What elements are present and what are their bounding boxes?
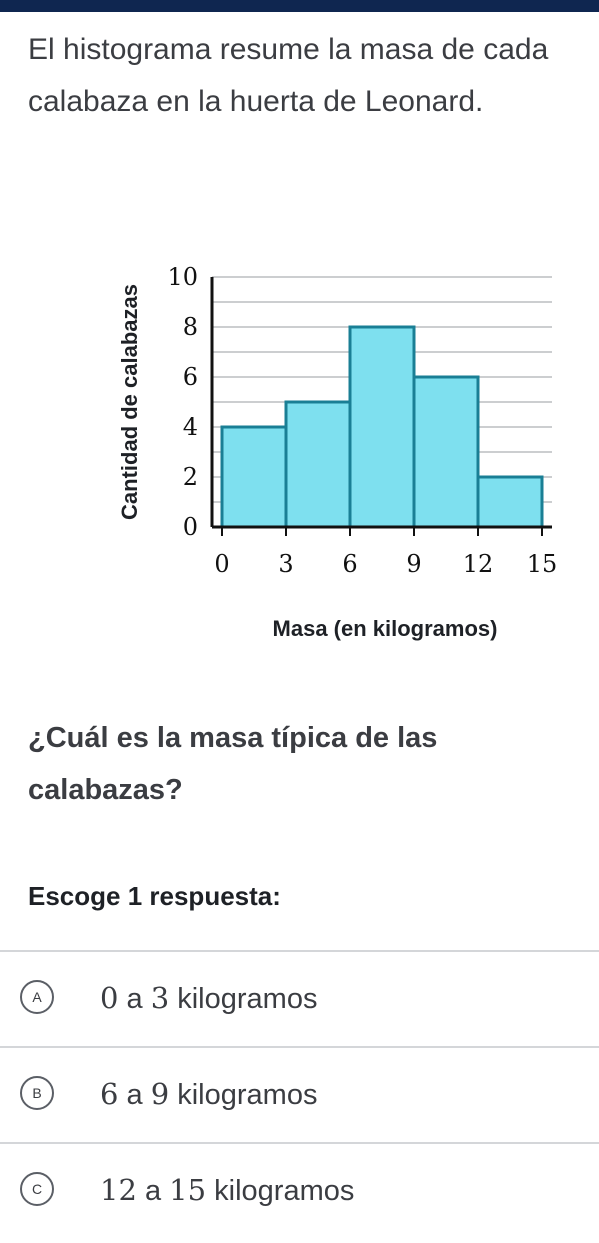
x-tick-label-3: 9 bbox=[406, 550, 421, 578]
choice-c-to: 15 bbox=[169, 1173, 207, 1207]
choice-b-to: 9 bbox=[150, 1077, 170, 1111]
choice-a-text: 0 a 3 kilogramos bbox=[100, 978, 317, 1019]
y-tick-label-5: 10 bbox=[167, 263, 198, 291]
answer-choices: A 0 a 3 kilogramos B 6 a 9 kilogramos C … bbox=[0, 950, 599, 1238]
choice-a-letter: A bbox=[20, 980, 54, 1014]
y-tick-label-1: 2 bbox=[183, 463, 198, 491]
choice-c[interactable]: C 12 a 15 kilogramos bbox=[0, 1142, 599, 1238]
histogram-bar-2 bbox=[348, 325, 416, 529]
top-bar bbox=[0, 0, 599, 12]
choice-c-letter: C bbox=[20, 1172, 54, 1206]
choice-b-sep: a bbox=[126, 1079, 143, 1111]
x-axis-label: Masa (en kilogramos) bbox=[273, 616, 498, 641]
y-tick-label-0: 0 bbox=[183, 513, 198, 541]
histogram-bar-4 bbox=[476, 475, 544, 529]
choice-c-from: 12 bbox=[100, 1173, 137, 1207]
choice-a-from: 0 bbox=[100, 981, 119, 1015]
choice-a[interactable]: A 0 a 3 kilogramos bbox=[0, 950, 599, 1046]
choice-c-unit: kilogramos bbox=[214, 1175, 355, 1207]
y-tick-label-3: 6 bbox=[183, 363, 198, 391]
x-tick-label-4: 12 bbox=[463, 550, 494, 578]
x-tick-label-0: 0 bbox=[214, 550, 229, 578]
choice-b[interactable]: B 6 a 9 kilogramos bbox=[0, 1046, 599, 1142]
choice-c-sep: a bbox=[144, 1175, 162, 1207]
choice-a-unit: kilogramos bbox=[177, 983, 318, 1015]
choice-b-letter: B bbox=[20, 1076, 54, 1110]
question-stem: El histograma resume la masa de cada cal… bbox=[28, 33, 549, 118]
choice-a-to: 3 bbox=[150, 981, 170, 1015]
question-text: ¿Cuál es la masa típica de las calabazas… bbox=[28, 722, 438, 806]
choice-c-text: 12 a 15 kilogramos bbox=[100, 1170, 354, 1211]
histogram-bar-1 bbox=[284, 400, 352, 529]
choice-b-unit: kilogramos bbox=[177, 1079, 318, 1111]
x-tick-label-5: 15 bbox=[527, 550, 558, 578]
histogram-bar-0 bbox=[220, 425, 288, 529]
choose-label: Escoge 1 respuesta: bbox=[28, 881, 281, 911]
x-tick-label-2: 6 bbox=[342, 550, 357, 578]
histogram-bar-3 bbox=[412, 375, 480, 529]
y-axis-label: Cantidad de calabazas bbox=[117, 284, 142, 520]
histogram-chart: 0 3 6 9 12 15 0 2 4 6 8 10 Masa (en kilogramos) Canti… bbox=[117, 263, 558, 641]
choice-a-sep: a bbox=[126, 983, 143, 1015]
choice-b-text: 6 a 9 kilogramos bbox=[100, 1074, 317, 1115]
y-tick-label-4: 8 bbox=[183, 313, 198, 341]
y-tick-label-2: 4 bbox=[183, 413, 198, 441]
choice-b-from: 6 bbox=[100, 1077, 119, 1111]
x-tick-label-1: 3 bbox=[278, 550, 293, 578]
